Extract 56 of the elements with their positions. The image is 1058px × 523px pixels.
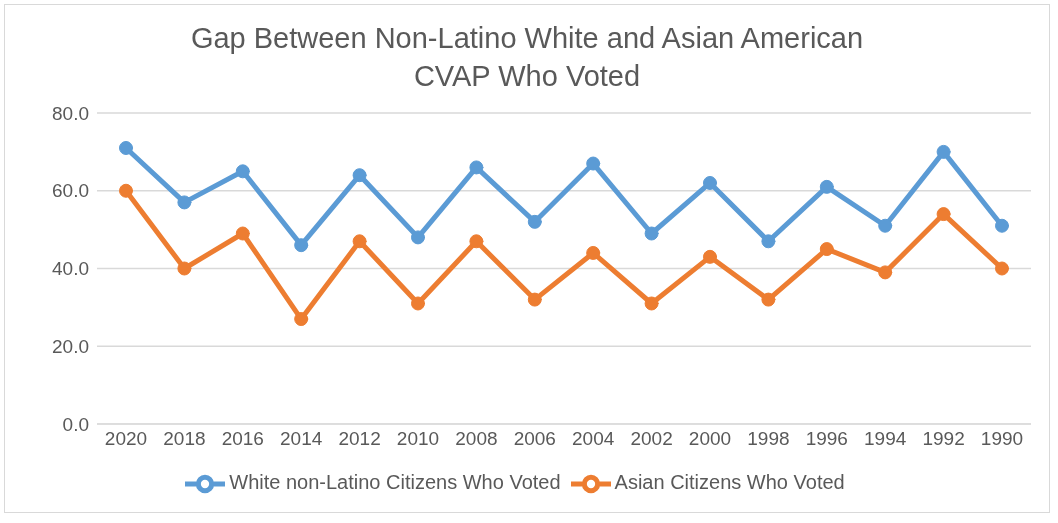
point bbox=[352, 168, 367, 183]
x-tick-label: 1990 bbox=[980, 428, 1024, 450]
point bbox=[177, 261, 192, 276]
x-tick-label: 1996 bbox=[805, 428, 848, 450]
y-tick-label: 40.0 bbox=[52, 258, 89, 280]
point bbox=[819, 242, 834, 257]
point bbox=[878, 265, 893, 280]
point bbox=[703, 175, 717, 190]
point bbox=[586, 245, 601, 260]
point bbox=[644, 296, 659, 311]
point bbox=[761, 234, 776, 249]
point bbox=[586, 156, 601, 171]
x-tick-label: 2006 bbox=[513, 428, 556, 450]
point bbox=[936, 144, 951, 159]
point bbox=[878, 218, 893, 233]
point bbox=[177, 195, 192, 210]
y-tick-label: 80.0 bbox=[52, 102, 89, 124]
x-tick-label: 2004 bbox=[572, 428, 615, 450]
x-tick-label: 1998 bbox=[747, 428, 790, 450]
legend-label: White non-Latino Citizens Who Voted bbox=[229, 471, 561, 494]
x-tick-label: 2008 bbox=[455, 428, 498, 450]
chart-title: Gap Between Non-Latino White and Asian American CVAP Who Voted bbox=[189, 21, 865, 94]
point bbox=[527, 292, 542, 307]
point bbox=[411, 296, 425, 311]
x-tick-label: 2020 bbox=[104, 428, 148, 450]
x-tick-label: 2012 bbox=[338, 428, 381, 450]
y-tick-label: 20.0 bbox=[52, 335, 89, 357]
point bbox=[995, 218, 1009, 233]
x-tick-label: 2010 bbox=[396, 428, 440, 450]
x-tick-label: 2002 bbox=[630, 428, 673, 450]
x-tick-label: 1992 bbox=[922, 428, 965, 450]
point bbox=[703, 249, 717, 264]
point bbox=[469, 234, 484, 249]
point bbox=[644, 226, 659, 241]
point bbox=[294, 238, 309, 253]
point bbox=[527, 214, 542, 229]
point bbox=[995, 261, 1009, 276]
point bbox=[294, 312, 309, 327]
point bbox=[469, 160, 484, 175]
y-tick-label: 60.0 bbox=[52, 180, 89, 202]
point bbox=[235, 164, 250, 179]
x-tick-label: 2000 bbox=[688, 428, 732, 450]
x-tick-label: 2016 bbox=[221, 428, 264, 450]
point bbox=[352, 234, 367, 249]
point bbox=[235, 226, 250, 241]
point bbox=[819, 179, 834, 194]
point bbox=[936, 207, 951, 222]
x-tick-label: 2014 bbox=[280, 428, 323, 450]
x-tick-label: 2018 bbox=[163, 428, 206, 450]
point bbox=[761, 292, 776, 307]
y-tick-label: 0.0 bbox=[62, 413, 89, 435]
point bbox=[411, 230, 425, 245]
legend-label: Asian Citizens Who Voted bbox=[614, 471, 845, 494]
point bbox=[119, 140, 133, 155]
point bbox=[119, 183, 133, 198]
x-tick-label: 1994 bbox=[864, 428, 907, 450]
